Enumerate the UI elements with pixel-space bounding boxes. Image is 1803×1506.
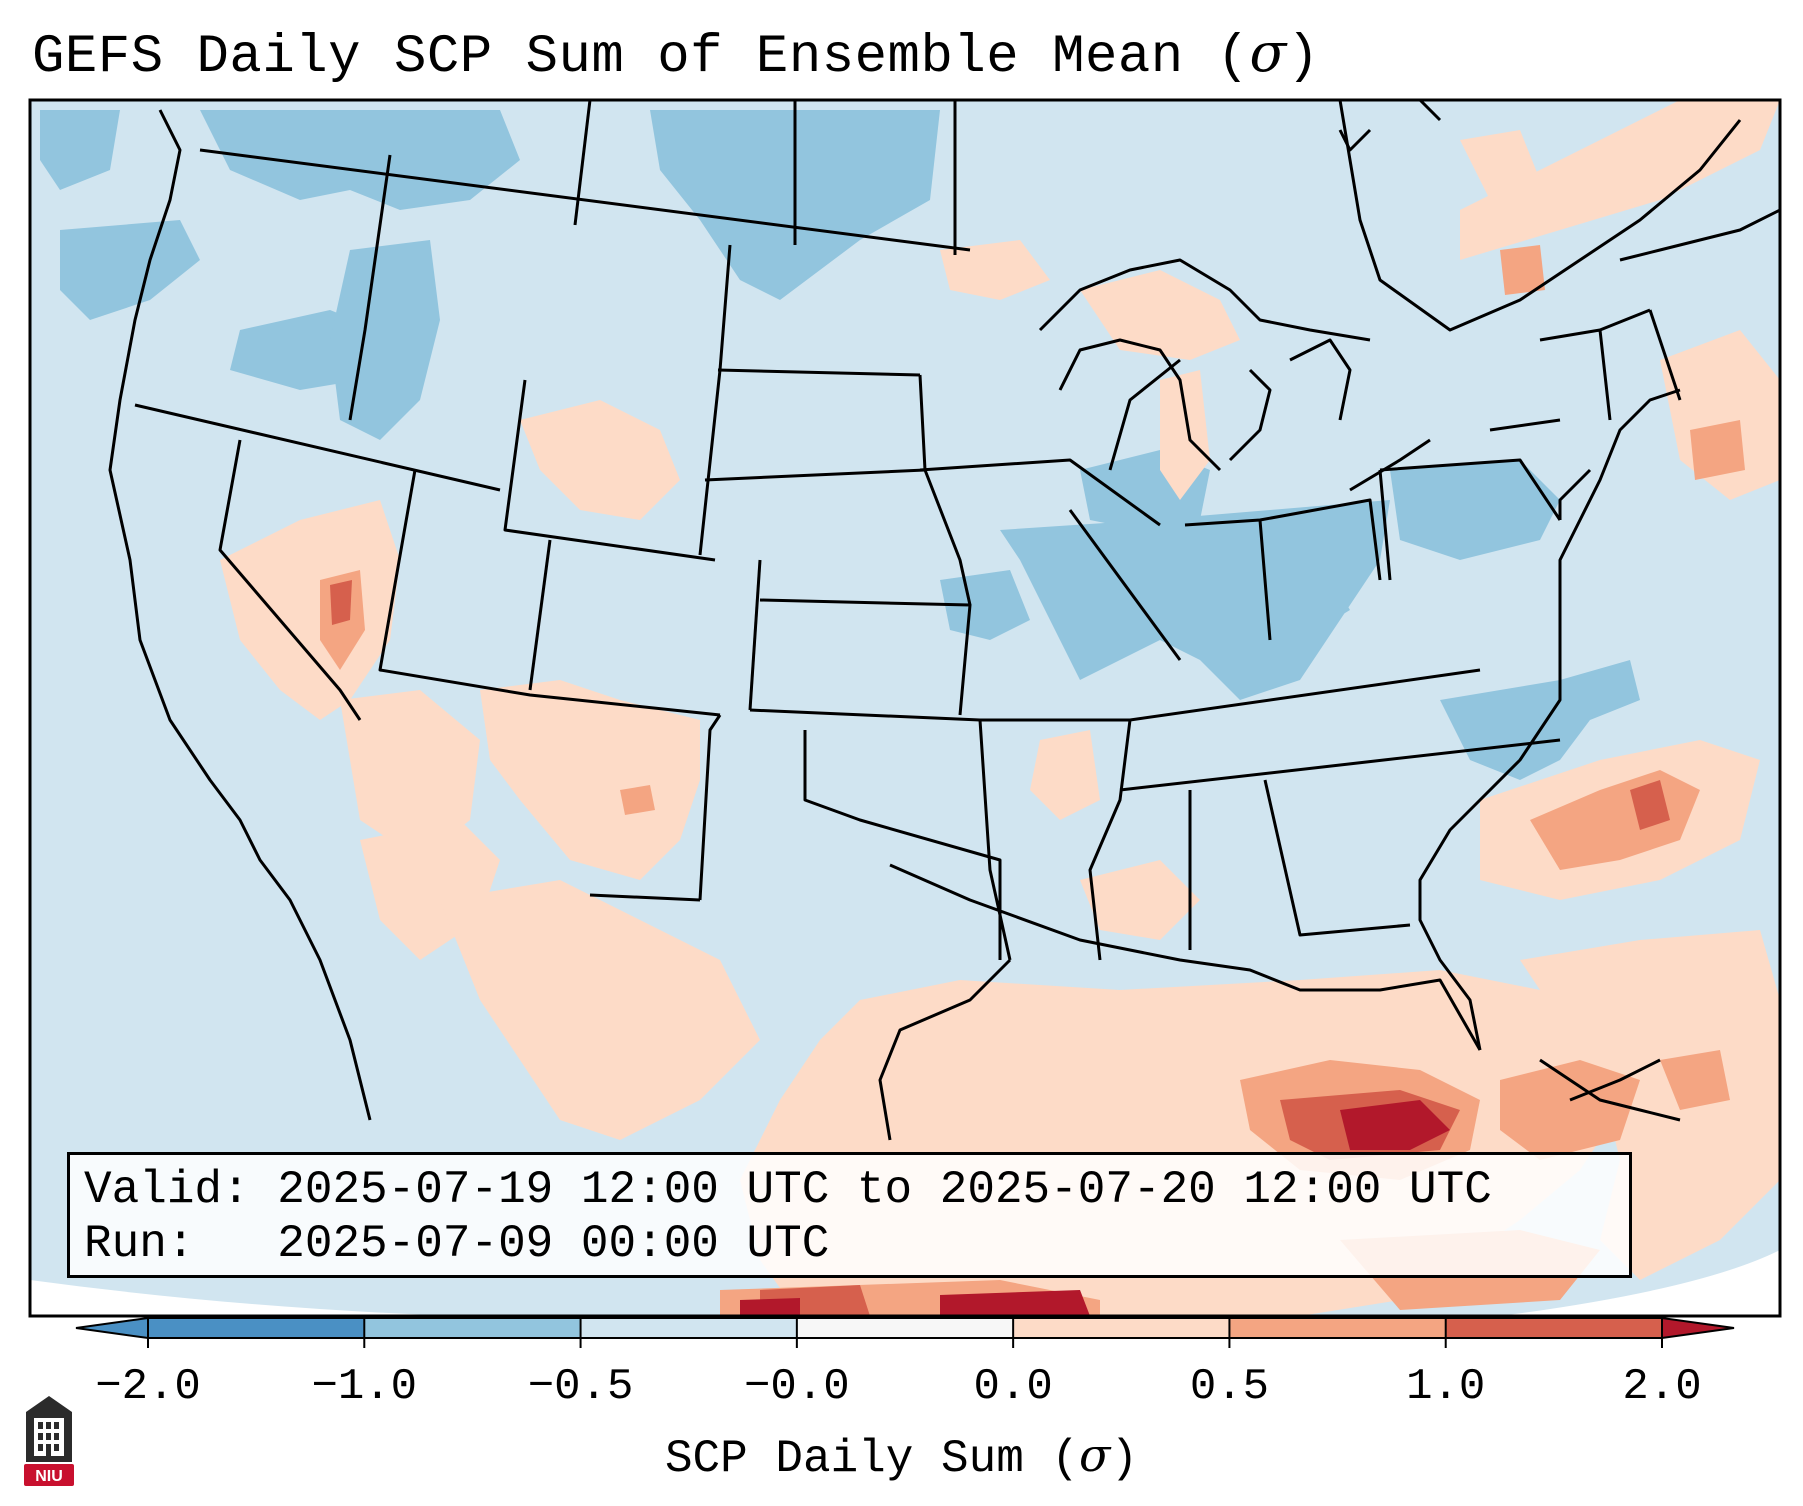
- colorbar-segment: [1013, 1318, 1230, 1338]
- colorbar-label-close: ): [1110, 1433, 1139, 1485]
- projection-edge-right: [1500, 1250, 1780, 1316]
- run-time-line: Run: 2025-07-09 00:00 UTC: [84, 1218, 830, 1270]
- map-frame: [28, 98, 1782, 1318]
- title-text: GEFS Daily SCP Sum of Ensemble Mean (: [32, 27, 1250, 88]
- colorbar-segment: [1445, 1318, 1662, 1338]
- colorbar-segment: [364, 1318, 581, 1338]
- colorbar-segment: [1229, 1318, 1446, 1338]
- extreme-positive-regions: [740, 1100, 1450, 1316]
- colorbar-tick-label: −1.0: [311, 1362, 418, 1412]
- colorbar-tick-label: −0.5: [527, 1362, 634, 1412]
- colorbar-tick-label: 0.5: [1189, 1362, 1270, 1412]
- colorbar-label-sigma: σ: [1079, 1428, 1111, 1482]
- colorbar-segment: [796, 1318, 1014, 1338]
- validity-info-box: Valid: 2025-07-19 12:00 UTC to 2025-07-2…: [67, 1152, 1632, 1278]
- title-sigma: σ: [1249, 21, 1287, 84]
- map-field: [30, 100, 1780, 1316]
- colorbar-segment: [148, 1318, 365, 1338]
- colorbar-tick-label: 0.0: [973, 1362, 1053, 1412]
- colorbar-ticks: −2.0 −1.0 −0.5 −0.0 0.0 0.5 1.0 2.0: [0, 1362, 1803, 1422]
- projection-edge: [30, 1280, 800, 1316]
- colorbar-tick-label: −2.0: [95, 1362, 201, 1412]
- valid-time-line: Valid: 2025-07-19 12:00 UTC to 2025-07-2…: [84, 1164, 1492, 1216]
- colorbar-tick-label: −0.0: [744, 1362, 850, 1412]
- niu-badge: [24, 1464, 74, 1486]
- title-close: ): [1286, 27, 1320, 88]
- colorbar-tick-label: 2.0: [1622, 1362, 1702, 1412]
- colorbar-extend-low: [75, 1316, 149, 1340]
- colorbar-label-text: SCP Daily Sum (: [664, 1433, 1080, 1485]
- colorbar-extend-high: [1661, 1316, 1735, 1340]
- colorbar: [75, 1316, 1735, 1348]
- niu-text: NIU: [35, 1468, 63, 1485]
- colorbar-label: SCP Daily Sum (σ): [0, 1428, 1803, 1485]
- niu-logo-icon: NIU: [24, 1396, 74, 1486]
- colorbar-segment: [580, 1318, 797, 1338]
- chart-title: GEFS Daily SCP Sum of Ensemble Mean (σ): [32, 18, 1320, 93]
- state-boundaries: [108, 100, 1780, 1141]
- colorbar-tick-label: 1.0: [1406, 1362, 1486, 1412]
